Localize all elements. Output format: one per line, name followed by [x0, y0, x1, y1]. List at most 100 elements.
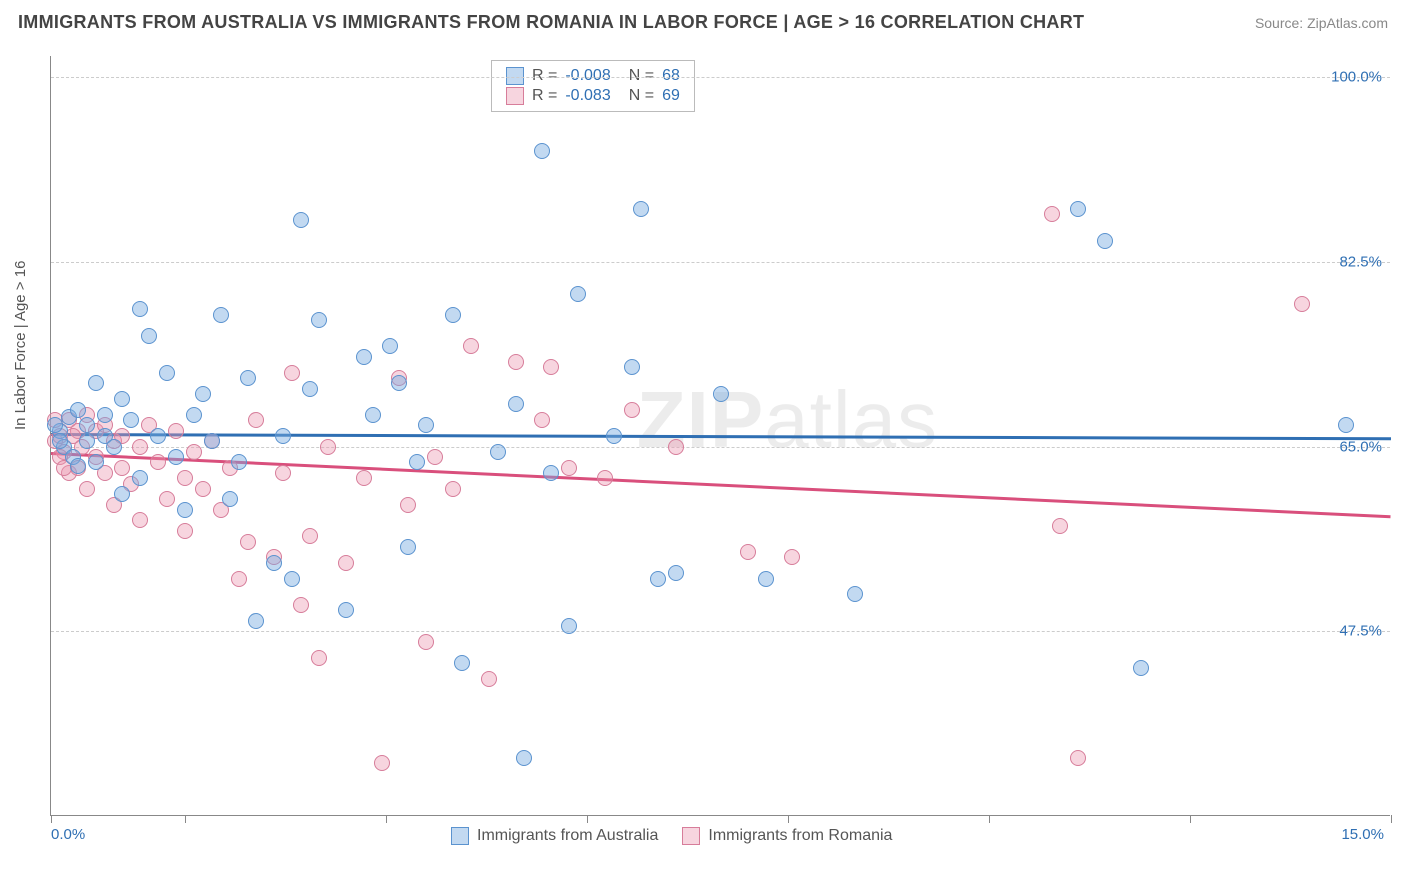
data-point-australia: [266, 555, 282, 571]
n-label: N =: [629, 87, 654, 105]
data-point-australia: [516, 750, 532, 766]
n-value-b: 69: [662, 87, 680, 105]
data-point-australia: [758, 571, 774, 587]
stats-row-a: R = -0.008 N = 68: [506, 66, 680, 86]
data-point-romania: [740, 544, 756, 560]
xtick: [587, 815, 588, 823]
xtick: [1190, 815, 1191, 823]
data-point-romania: [132, 439, 148, 455]
data-point-romania: [624, 402, 640, 418]
x-max-label: 15.0%: [1341, 826, 1384, 843]
gridline: [51, 262, 1390, 263]
data-point-australia: [713, 386, 729, 402]
data-point-australia: [1338, 417, 1354, 433]
data-point-australia: [222, 491, 238, 507]
data-point-australia: [141, 328, 157, 344]
data-point-australia: [204, 433, 220, 449]
data-point-australia: [1070, 201, 1086, 217]
source-attribution: Source: ZipAtlas.com: [1255, 15, 1388, 31]
data-point-australia: [186, 407, 202, 423]
chart-title: IMMIGRANTS FROM AUSTRALIA VS IMMIGRANTS …: [18, 12, 1084, 33]
data-point-romania: [1070, 750, 1086, 766]
n-value-a: 68: [662, 67, 680, 85]
ytick-label: 82.5%: [1339, 253, 1382, 270]
legend-label-b: Immigrants from Romania: [708, 827, 892, 845]
data-point-australia: [52, 433, 68, 449]
data-point-australia: [70, 458, 86, 474]
data-point-romania: [784, 549, 800, 565]
gridline: [51, 631, 1390, 632]
data-point-australia: [1133, 660, 1149, 676]
data-point-romania: [150, 454, 166, 470]
data-point-australia: [382, 338, 398, 354]
correlation-stats-box: R = -0.008 N = 68 R = -0.083 N = 69: [491, 60, 695, 112]
scatter-chart: ZIPatlas R = -0.008 N = 68 R = -0.083 N …: [50, 56, 1390, 816]
data-point-australia: [88, 375, 104, 391]
data-point-australia: [177, 502, 193, 518]
stats-row-b: R = -0.083 N = 69: [506, 86, 680, 106]
data-point-australia: [418, 417, 434, 433]
data-point-australia: [561, 618, 577, 634]
data-point-australia: [275, 428, 291, 444]
data-point-romania: [293, 597, 309, 613]
data-point-australia: [132, 301, 148, 317]
data-point-australia: [106, 439, 122, 455]
data-point-australia: [114, 391, 130, 407]
n-label: N =: [629, 67, 654, 85]
watermark: ZIPatlas: [637, 374, 938, 466]
xtick: [51, 815, 52, 823]
data-point-australia: [97, 407, 113, 423]
data-point-australia: [543, 465, 559, 481]
data-point-australia: [391, 375, 407, 391]
data-point-romania: [302, 528, 318, 544]
xtick: [185, 815, 186, 823]
data-point-australia: [650, 571, 666, 587]
data-point-australia: [79, 417, 95, 433]
data-point-romania: [248, 412, 264, 428]
data-point-australia: [311, 312, 327, 328]
data-point-australia: [1097, 233, 1113, 249]
xtick: [1391, 815, 1392, 823]
legend-swatch-b: [682, 827, 700, 845]
swatch-australia: [506, 67, 524, 85]
data-point-romania: [284, 365, 300, 381]
r-value-a: -0.008: [565, 67, 610, 85]
data-point-australia: [606, 428, 622, 444]
data-point-australia: [159, 365, 175, 381]
data-point-romania: [668, 439, 684, 455]
data-point-romania: [320, 439, 336, 455]
data-point-australia: [633, 201, 649, 217]
legend-swatch-a: [451, 827, 469, 845]
data-point-australia: [668, 565, 684, 581]
data-point-romania: [231, 571, 247, 587]
trendline-australia: [51, 433, 1391, 440]
data-point-australia: [231, 454, 247, 470]
ytick-label: 100.0%: [1331, 69, 1382, 86]
data-point-romania: [534, 412, 550, 428]
data-point-australia: [356, 349, 372, 365]
data-point-romania: [275, 465, 291, 481]
data-point-australia: [365, 407, 381, 423]
data-point-romania: [374, 755, 390, 771]
data-point-romania: [445, 481, 461, 497]
data-point-romania: [177, 470, 193, 486]
data-point-romania: [240, 534, 256, 550]
data-point-australia: [79, 433, 95, 449]
r-value-b: -0.083: [565, 87, 610, 105]
r-label: R =: [532, 87, 557, 105]
data-point-romania: [159, 491, 175, 507]
r-label: R =: [532, 67, 557, 85]
ytick-label: 47.5%: [1339, 623, 1382, 640]
data-point-australia: [338, 602, 354, 618]
legend-item-a: Immigrants from Australia: [451, 827, 658, 845]
data-point-australia: [490, 444, 506, 460]
data-point-romania: [1044, 206, 1060, 222]
data-point-australia: [534, 143, 550, 159]
data-point-australia: [302, 381, 318, 397]
data-point-australia: [88, 454, 104, 470]
data-point-australia: [240, 370, 256, 386]
data-point-australia: [47, 417, 63, 433]
data-point-australia: [195, 386, 211, 402]
data-point-romania: [597, 470, 613, 486]
xtick: [788, 815, 789, 823]
